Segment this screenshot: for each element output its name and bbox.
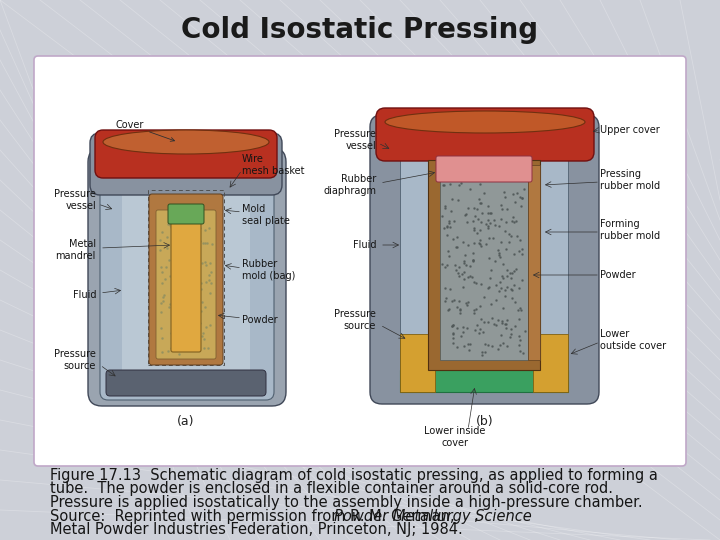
Bar: [122, 185, 250, 385]
FancyBboxPatch shape: [436, 156, 532, 182]
Text: Fluid: Fluid: [73, 290, 96, 300]
Text: Rubber
mold (bag): Rubber mold (bag): [242, 259, 295, 281]
Text: tube.  The powder is enclosed in a flexible container around a solid-core rod.: tube. The powder is enclosed in a flexib…: [50, 482, 613, 496]
Text: Forming
rubber mold: Forming rubber mold: [600, 219, 660, 241]
FancyBboxPatch shape: [370, 115, 599, 404]
Bar: [400, 370, 568, 392]
Bar: [400, 140, 568, 380]
Text: Pressure
vessel: Pressure vessel: [334, 129, 376, 151]
Bar: [440, 175, 528, 360]
Text: Powder Metallurgy Science: Powder Metallurgy Science: [333, 509, 531, 523]
Text: Cold Isostatic Pressing: Cold Isostatic Pressing: [181, 16, 539, 44]
FancyBboxPatch shape: [95, 130, 277, 178]
Text: Upper cover: Upper cover: [600, 125, 660, 135]
Text: Pressure
source: Pressure source: [334, 309, 376, 331]
Text: Cover: Cover: [116, 120, 174, 141]
Bar: [428, 160, 540, 370]
FancyBboxPatch shape: [168, 204, 204, 224]
Text: Wire
mesh basket: Wire mesh basket: [242, 154, 305, 176]
Text: Lower inside
cover: Lower inside cover: [424, 426, 486, 448]
Text: (a): (a): [177, 415, 194, 429]
FancyBboxPatch shape: [100, 169, 274, 400]
FancyBboxPatch shape: [34, 56, 686, 466]
Text: ,: ,: [474, 509, 478, 523]
Text: Powder: Powder: [600, 270, 636, 280]
Text: Powder: Powder: [242, 315, 278, 325]
Text: Metal Powder Industries Federation, Princeton, NJ; 1984.: Metal Powder Industries Federation, Prin…: [50, 522, 463, 537]
Text: Source:  Reprinted with permission from R. M. German,: Source: Reprinted with permission from R…: [50, 509, 459, 523]
FancyBboxPatch shape: [90, 133, 282, 195]
Bar: [400, 334, 435, 392]
Text: Figure 17.13  Schematic diagram of cold isostatic pressing, as applied to formin: Figure 17.13 Schematic diagram of cold i…: [50, 468, 658, 483]
Text: Mold
seal plate: Mold seal plate: [242, 204, 290, 226]
FancyBboxPatch shape: [149, 194, 223, 365]
Text: Pressing
rubber mold: Pressing rubber mold: [600, 169, 660, 191]
Text: (b): (b): [476, 415, 494, 429]
Text: Rubber
diaphragm: Rubber diaphragm: [323, 174, 376, 196]
Text: Lower
outside cover: Lower outside cover: [600, 329, 666, 351]
Ellipse shape: [385, 111, 585, 133]
Text: Metal
mandrel: Metal mandrel: [55, 239, 96, 261]
Ellipse shape: [103, 130, 269, 154]
FancyBboxPatch shape: [171, 218, 201, 352]
Text: Pressure
source: Pressure source: [54, 349, 96, 371]
Text: Pressure
vessel: Pressure vessel: [54, 189, 96, 211]
FancyBboxPatch shape: [156, 210, 216, 359]
Bar: [528, 165, 540, 360]
Bar: [148, 190, 224, 365]
Bar: [533, 334, 568, 392]
Text: Pressure is applied isostatically to the assembly inside a high-pressure chamber: Pressure is applied isostatically to the…: [50, 495, 643, 510]
FancyBboxPatch shape: [88, 148, 286, 406]
Text: Fluid: Fluid: [353, 240, 376, 250]
FancyBboxPatch shape: [376, 108, 594, 161]
FancyBboxPatch shape: [106, 370, 266, 396]
